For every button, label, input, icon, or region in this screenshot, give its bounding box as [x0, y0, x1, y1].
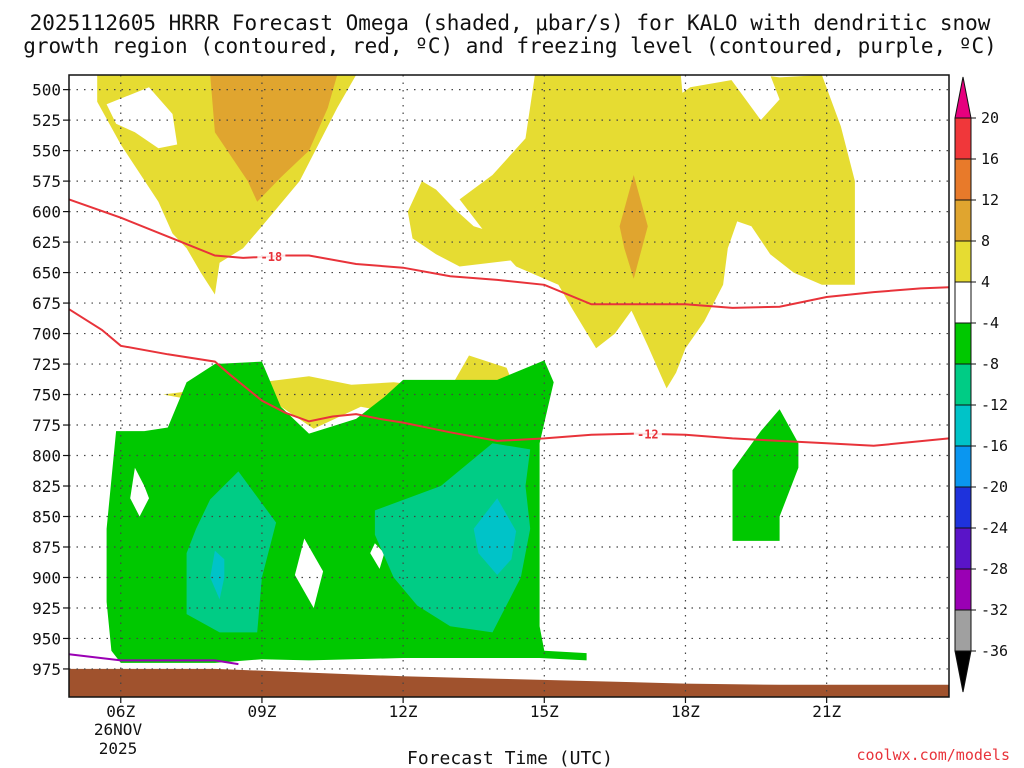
- colorbar-bin-12: [954, 568, 972, 611]
- x-tick-label-18Z: 18Z: [671, 702, 700, 721]
- y-tick-label-550: 550: [32, 142, 61, 161]
- colorbar-bin-11: [954, 527, 972, 570]
- dendritic-contour--12: [68, 308, 950, 447]
- y-tick-label-625: 625: [32, 233, 61, 252]
- freezing-level-contour: [68, 653, 239, 666]
- y-tick-label-850: 850: [32, 507, 61, 526]
- colorbar-label-4: 4: [981, 273, 990, 291]
- pressure-axis: 500 525 550 575 600 625 650 675 700 725 750 775 800 8…: [32, 81, 69, 679]
- surface-terrain: [69, 668, 949, 697]
- omega-shading-layer: [69, 75, 949, 697]
- colorbar-bin-3: [954, 199, 972, 242]
- y-tick-label-825: 825: [32, 477, 61, 496]
- y-tick-label-900: 900: [32, 568, 61, 587]
- credit-text: coolwx.com/models: [856, 746, 1010, 764]
- y-tick-label-650: 650: [32, 264, 61, 283]
- contour-label--12: -12: [637, 427, 659, 441]
- omega-region-1: [106, 87, 178, 149]
- omega-region-12: [186, 471, 277, 633]
- y-tick-label-725: 725: [32, 355, 61, 374]
- x-tick-label-15Z: 15Z: [530, 702, 559, 721]
- y-tick-label-775: 775: [32, 416, 61, 435]
- x-tick-label-06Z: 06Z: [106, 702, 135, 721]
- omega-region-16: [732, 409, 799, 541]
- y-tick-label-925: 925: [32, 599, 61, 618]
- colorbar-label-11: -28: [981, 560, 1008, 578]
- omega-region-2: [210, 75, 338, 202]
- colorbar-bin-8: [954, 404, 972, 447]
- y-tick-label-575: 575: [32, 172, 61, 191]
- omega-colorbar: 20 16 12 8 4 -4 -8 -12 -16 -20 -24 -28 -32 -36: [954, 76, 1008, 693]
- colorbar-label-13: -36: [981, 642, 1008, 660]
- colorbar-bin-7: [954, 363, 972, 406]
- contour-label--18: -18: [261, 250, 283, 264]
- colorbar-bin-14: [954, 650, 972, 693]
- colorbar-bin-6: [954, 322, 972, 365]
- omega-region-6: [727, 75, 780, 121]
- omega-region-10: [294, 538, 324, 608]
- colorbar-label-1: 16: [981, 150, 999, 168]
- omega-region-7: [619, 175, 648, 279]
- y-tick-label-675: 675: [32, 294, 61, 313]
- contour-lines-layer: -18 -12: [68, 198, 950, 666]
- omega-region-14: [210, 550, 225, 600]
- colorbar-label-9: -20: [981, 478, 1008, 496]
- time-axis: 06Z 09Z 12Z 15Z 18Z 21Z: [106, 697, 841, 721]
- colorbar-label-5: -4: [981, 314, 999, 332]
- y-tick-label-750: 750: [32, 386, 61, 405]
- colorbar-label-0: 20: [981, 109, 999, 127]
- x-tick-label-12Z: 12Z: [389, 702, 418, 721]
- omega-region-13: [374, 443, 531, 633]
- colorbar-label-3: 8: [981, 232, 990, 250]
- chart-title-line-2: growth region (contoured, red, ºC) and f…: [23, 34, 997, 58]
- y-tick-label-875: 875: [32, 538, 61, 557]
- plot-frame: [68, 74, 950, 698]
- y-tick-label-525: 525: [32, 111, 61, 130]
- plot-gridlines: [69, 75, 949, 697]
- colorbar-label-12: -32: [981, 601, 1008, 619]
- contour-label-bg--12: [633, 426, 662, 441]
- dendritic-contour--18: [68, 198, 950, 309]
- colorbar-bin-1: [954, 117, 972, 160]
- colorbar-label-6: -8: [981, 355, 999, 373]
- x-axis-title: Forecast Time (UTC): [407, 748, 613, 768]
- y-tick-label-700: 700: [32, 325, 61, 344]
- colorbar-bin-9: [954, 445, 972, 488]
- colorbar-label-8: -16: [981, 437, 1008, 455]
- chart-title-line-1: 2025112605 HRRR Forecast Omega (shaded, …: [30, 11, 991, 35]
- colorbar-bin-13: [954, 609, 972, 652]
- colorbar-bin-0: [954, 76, 972, 119]
- date-label: 26NOV: [94, 720, 143, 739]
- omega-region-15: [473, 498, 517, 575]
- colorbar-bin-5: [954, 281, 972, 324]
- y-tick-label-500: 500: [32, 81, 61, 100]
- colorbar-bin-4: [954, 240, 972, 283]
- colorbar-label-2: 12: [981, 191, 999, 209]
- year-label: 2025: [99, 739, 138, 758]
- omega-region-11: [370, 543, 385, 569]
- x-tick-label-21Z: 21Z: [812, 702, 841, 721]
- colorbar-label-7: -12: [981, 396, 1008, 414]
- colorbar-bin-10: [954, 486, 972, 529]
- contour-label-bg--18: [257, 249, 286, 264]
- colorbar-bin-2: [954, 158, 972, 201]
- colorbar-label-10: -24: [981, 519, 1008, 537]
- y-tick-label-950: 950: [32, 629, 61, 648]
- x-tick-label-09Z: 09Z: [247, 702, 276, 721]
- y-tick-label-600: 600: [32, 203, 61, 222]
- y-tick-label-800: 800: [32, 447, 61, 466]
- y-tick-label-975: 975: [32, 660, 61, 679]
- omega-region-9: [130, 467, 149, 517]
